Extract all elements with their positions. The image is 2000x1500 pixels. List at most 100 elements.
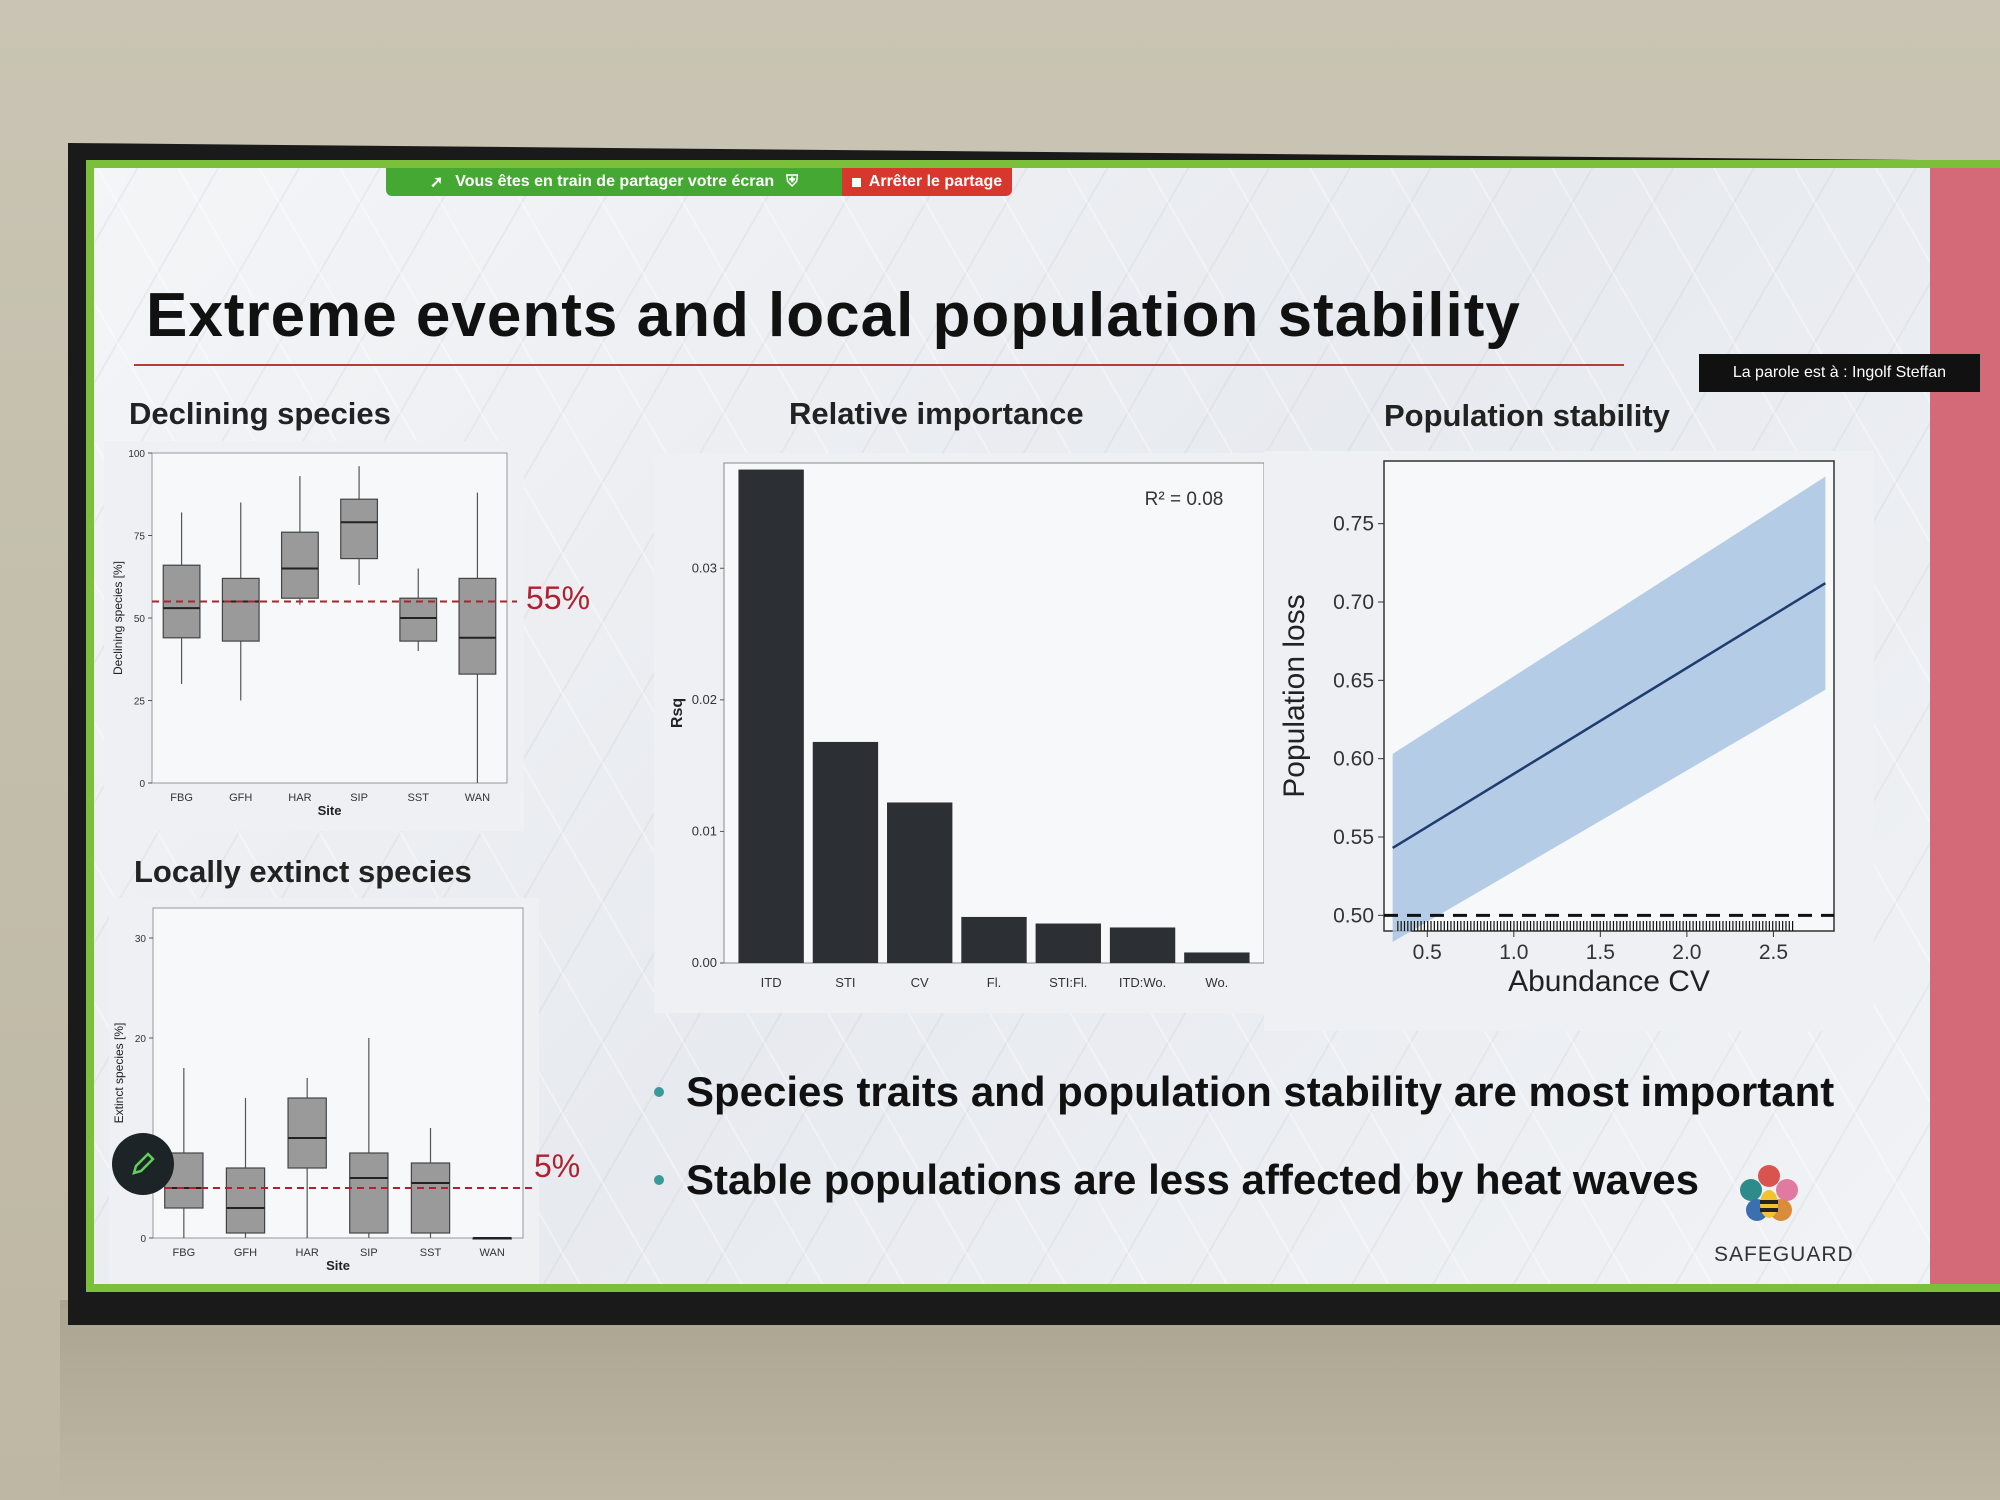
- x-tick-label: HAR: [288, 792, 311, 804]
- x-tick-label: Wo.: [1205, 975, 1228, 990]
- x-tick-label: WAN: [465, 792, 490, 804]
- x-tick-label: 2.5: [1759, 941, 1788, 964]
- x-tick-label: SIP: [350, 792, 368, 804]
- bar: [887, 802, 953, 963]
- x-tick-label: SST: [420, 1247, 442, 1259]
- bullet-list: Species traits and population stability …: [654, 1068, 1834, 1244]
- y-tick-label: 20: [135, 1034, 147, 1045]
- bar: [1184, 952, 1250, 963]
- declining-panel-title: Declining species: [129, 396, 391, 431]
- x-tick-label: CV: [911, 975, 929, 990]
- x-axis-label: Site: [326, 1258, 350, 1273]
- bullet-text: Species traits and population stability …: [686, 1068, 1835, 1115]
- y-tick-label: 0.50: [1333, 904, 1374, 927]
- stability-panel-title: Population stability: [1384, 398, 1670, 433]
- box-body: [225, 1167, 266, 1234]
- y-tick-label: 0.55: [1333, 826, 1374, 849]
- bar: [1035, 923, 1101, 963]
- y-tick-label: 0.70: [1333, 591, 1374, 614]
- stability-chart: 0.5 1.0 1.5 2.0 2.5 0.50 0.55 0.60 0.65 0.70 0.75 A…: [1264, 451, 1874, 1031]
- x-tick-label: FBG: [173, 1247, 196, 1259]
- box-body: [410, 1162, 451, 1234]
- confidence-ribbon: [1392, 476, 1826, 942]
- x-tick-label: SIP: [360, 1247, 378, 1259]
- plot-frame: [152, 907, 524, 1239]
- declining-chart: 0 25 50 75 100 FBG GFH HAR SIP SST WAN Site Declinin…: [104, 441, 524, 831]
- y-axis-label: Extinct species [%]: [112, 1023, 126, 1124]
- sharing-indicator: ➚ Vous êtes en train de partager votre é…: [386, 168, 842, 196]
- y-tick-label: 100: [128, 449, 145, 460]
- y-tick-label: 0: [140, 1234, 146, 1245]
- extinct-pct-label: 5%: [534, 1148, 581, 1184]
- shared-screen: ➚ Vous êtes en train de partager votre é…: [86, 160, 2000, 1292]
- y-tick-label: 0.00: [692, 955, 717, 970]
- logo-text: SAFEGUARD: [1714, 1243, 1854, 1266]
- x-tick-label: GFH: [229, 792, 252, 804]
- x-tick-label: 1.0: [1499, 941, 1528, 964]
- plot-frame: [723, 462, 1265, 964]
- box-body: [340, 498, 379, 560]
- bullet-dot: [654, 1087, 664, 1097]
- box-body: [280, 531, 319, 599]
- extinct-panel-title: Locally extinct species: [134, 854, 472, 889]
- x-tick-label: 0.5: [1413, 941, 1442, 964]
- x-tick-label: GFH: [234, 1247, 257, 1259]
- share-arrow-icon: ➚: [429, 174, 444, 191]
- x-tick-label: 1.5: [1586, 941, 1615, 964]
- x-tick-label: ITD:Wo.: [1119, 975, 1166, 990]
- sharing-text: Vous êtes en train de partager votre écr…: [455, 173, 775, 190]
- y-tick-label: 0.75: [1333, 513, 1374, 536]
- x-tick-label: HAR: [296, 1247, 319, 1259]
- stop-share-button[interactable]: Arrêter le partage: [842, 168, 1012, 196]
- side-strip: [1930, 168, 2000, 1284]
- box-body: [221, 577, 260, 642]
- y-tick-label: 25: [134, 697, 146, 708]
- title-underline: [134, 364, 1624, 366]
- x-axis-label: Site: [318, 803, 342, 818]
- extinct-boxplot: 0102030FBGGFHHARSIPSSTWANSiteExtinct spe…: [112, 907, 533, 1273]
- screen-share-bar: ➚ Vous êtes en train de partager votre é…: [386, 168, 1086, 196]
- box-body: [349, 1152, 389, 1234]
- bullet-item: Species traits and population stability …: [654, 1068, 1834, 1116]
- relative-panel-title: Relative importance: [789, 396, 1084, 431]
- declining-boxplot: 0 25 50 75 100 FBG GFH HAR SIP SST WAN Site Declinin…: [111, 449, 517, 818]
- slide-title: Extreme events and local population stab…: [146, 281, 1521, 350]
- y-tick-label: 0.03: [692, 560, 717, 575]
- plot-frame: [151, 452, 508, 784]
- y-tick-label: 0.65: [1333, 669, 1374, 692]
- declining-pct-label: 55%: [526, 580, 591, 616]
- x-tick-label: WAN: [480, 1247, 505, 1259]
- pencil-icon: [132, 1152, 155, 1175]
- r2-annotation: R² = 0.08: [1145, 489, 1224, 510]
- bar: [812, 741, 879, 963]
- bar: [1109, 927, 1176, 963]
- stop-share-label: Arrêter le partage: [868, 173, 1003, 190]
- y-tick-label: 0.01: [692, 823, 717, 838]
- x-tick-label: 2.0: [1672, 941, 1701, 964]
- bullet-text: Stable populations are less affected by …: [686, 1156, 1700, 1203]
- bar: [961, 916, 1027, 963]
- y-tick-label: 50: [134, 614, 146, 625]
- x-tick-label: FBG: [170, 792, 193, 804]
- population-stability-plot: 0.5 1.0 1.5 2.0 2.5 0.50 0.55 0.60 0.65 0.70 0.75 A…: [1278, 460, 1835, 998]
- y-tick-label: 0.02: [692, 692, 717, 707]
- wall-shadow: [60, 1300, 2000, 1500]
- bullet-dot: [654, 1175, 664, 1185]
- bar: [738, 469, 804, 963]
- x-tick-label: Fl.: [987, 975, 1001, 990]
- safeguard-logo: SAFEGUARD: [1714, 1158, 1854, 1267]
- shield-icon: ⛨: [786, 173, 799, 190]
- x-tick-label: STI:Fl.: [1049, 975, 1087, 990]
- relative-chart: 0.00 0.01 0.02 0.03 ITD STI CV Fl. STI:Fl. ITD:Wo…: [654, 453, 1294, 1013]
- box-body: [287, 1097, 327, 1169]
- bee-flower-icon: [1740, 1165, 1798, 1221]
- trend-line: [1392, 582, 1826, 850]
- y-tick-label: 30: [135, 934, 147, 945]
- y-axis-label: Population loss: [1278, 594, 1311, 797]
- annotate-pen-button[interactable]: [112, 1133, 174, 1195]
- box-body: [399, 597, 438, 642]
- active-speaker-label: La parole est à : Ingolf Steffan: [1698, 354, 1980, 392]
- y-axis-label: Rsq: [669, 698, 686, 728]
- y-tick-label: 0.60: [1333, 748, 1374, 771]
- bullet-item: Stable populations are less affected by …: [654, 1156, 1834, 1204]
